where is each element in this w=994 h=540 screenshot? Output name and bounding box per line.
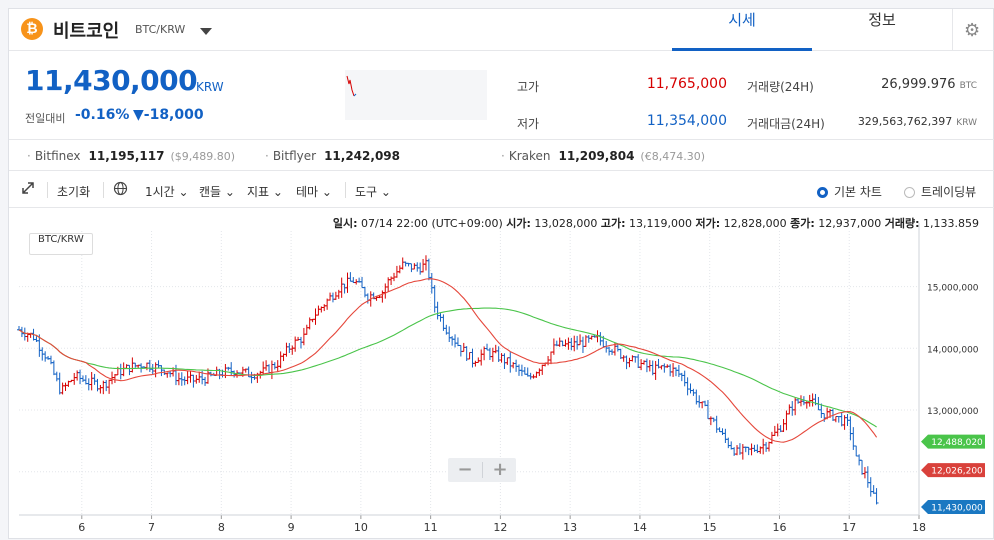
coin-pair: BTC/KRW (135, 23, 186, 36)
chart-canvas[interactable]: 12,000,00013,000,00014,000,00015,000,000… (9, 209, 994, 540)
price-badge (921, 434, 985, 449)
current-price: 11,430,000 (25, 64, 198, 97)
trade-value: 329,563,762,397 KRW (857, 115, 977, 128)
reset-button[interactable]: 초기화 (57, 185, 91, 199)
globe-icon[interactable] (113, 181, 128, 199)
x-tick-label: 18 (912, 521, 926, 534)
x-tick-label: 17 (842, 521, 856, 534)
low-value: 11,354,000 (646, 113, 727, 129)
moving-average-long-line (18, 307, 877, 428)
x-tick-label: 13 (563, 521, 577, 534)
coin-header: ₿ 비트코인 BTC/KRW 시세 정보 ⚙ (9, 9, 994, 51)
y-tick-label: 14,000,000 (927, 345, 979, 355)
x-tick-label: 9 (288, 521, 295, 534)
high-value: 11,765,000 (646, 76, 727, 92)
zoom-out-button[interactable]: − (457, 459, 473, 480)
divider (103, 182, 104, 198)
coin-name: 비트코인 (53, 21, 120, 42)
divider (47, 182, 48, 198)
zoom-in-button[interactable]: + (492, 459, 508, 480)
change-rate: -0.16% (75, 107, 130, 123)
chart-toolbar: 초기화 1시간 ⌄ 캔들 ⌄ 지표 ⌄ 테마 ⌄ 도구 ⌄ 기본 차트 트레이딩… (9, 172, 994, 208)
candle-dropdown[interactable]: 캔들 ⌄ (199, 185, 235, 199)
change-amount: ▼-18,000 (133, 107, 204, 123)
x-tick-label: 12 (493, 521, 507, 534)
exchange-prices: · Bitfinex 11,195,117 ($9,489.80) · Bitflyer… (9, 141, 994, 171)
radio-unselected-icon (904, 187, 915, 198)
change-label: 전일대비 (25, 112, 66, 125)
tradingview-radio[interactable]: 트레이딩뷰 (904, 183, 976, 200)
price-badge-label: 11,430,000 (931, 503, 983, 513)
price-badge-label: 12,488,020 (931, 438, 983, 448)
theme-dropdown[interactable]: 테마 ⌄ (296, 185, 332, 199)
chart-pair-label: BTC/KRW (29, 233, 93, 255)
x-tick-label: 15 (703, 521, 717, 534)
price-badge (921, 499, 985, 514)
y-tick-label: 13,000,000 (927, 407, 979, 417)
y-tick-label: 15,000,000 (927, 284, 979, 294)
tab-info[interactable]: 정보 (868, 11, 896, 29)
x-tick-label: 16 (772, 521, 786, 534)
price-summary: 11,430,000 KRW 전일대비 -0.16% ▼-18,000 고가 1… (9, 52, 994, 140)
x-tick-label: 6 (78, 521, 85, 534)
interval-dropdown[interactable]: 1시간 ⌄ (145, 185, 189, 199)
volume-value: 26,999.976 BTC (881, 77, 977, 92)
coin-select-dropdown-icon[interactable] (200, 28, 212, 35)
x-tick-label: 7 (148, 521, 155, 534)
mini-price-chart (345, 70, 487, 120)
price-unit: KRW (196, 80, 224, 94)
expand-icon[interactable] (21, 181, 35, 198)
price-chart[interactable]: 일시: 07/14 22:00 (UTC+09:00) 시가: 13,028,0… (9, 209, 994, 540)
x-tick-label: 8 (218, 521, 225, 534)
radio-selected-icon (817, 187, 828, 198)
x-tick-label: 11 (424, 521, 438, 534)
divider (345, 182, 346, 198)
gear-icon[interactable]: ⚙ (964, 20, 981, 41)
mini-chart-line (346, 75, 357, 97)
trade-value-label: 거래대금(24H) (747, 117, 825, 131)
indicator-dropdown[interactable]: 지표 ⌄ (247, 185, 283, 199)
price-badge-label: 12,026,200 (931, 467, 983, 477)
high-label: 고가 (517, 80, 540, 94)
exchange-bitflyer: · Bitflyer 11,242,098 (265, 149, 400, 163)
bitcoin-logo-icon: ₿ (21, 18, 43, 40)
low-label: 저가 (517, 117, 540, 131)
x-tick-label: 10 (354, 521, 368, 534)
tab-market-price[interactable]: 시세 (672, 9, 812, 51)
price-badge (921, 463, 985, 478)
zoom-control: − + (448, 458, 516, 482)
exchange-bitfinex: · Bitfinex 11,195,117 ($9,489.80) (27, 149, 236, 163)
volume-label: 거래량(24H) (747, 80, 814, 94)
x-tick-label: 14 (633, 521, 647, 534)
chart-panel: ₿ 비트코인 BTC/KRW 시세 정보 ⚙ 11,430,000 KRW 전일… (8, 8, 994, 539)
tools-dropdown[interactable]: 도구 ⌄ (355, 185, 391, 199)
exchange-kraken: · Kraken 11,209,804 (€8,474.30) (501, 149, 705, 163)
basic-chart-radio[interactable]: 기본 차트 (817, 183, 882, 200)
divider (952, 9, 953, 51)
ohlc-readout: 일시: 07/14 22:00 (UTC+09:00) 시가: 13,028,0… (332, 217, 979, 230)
moving-average-short-line (18, 278, 878, 443)
